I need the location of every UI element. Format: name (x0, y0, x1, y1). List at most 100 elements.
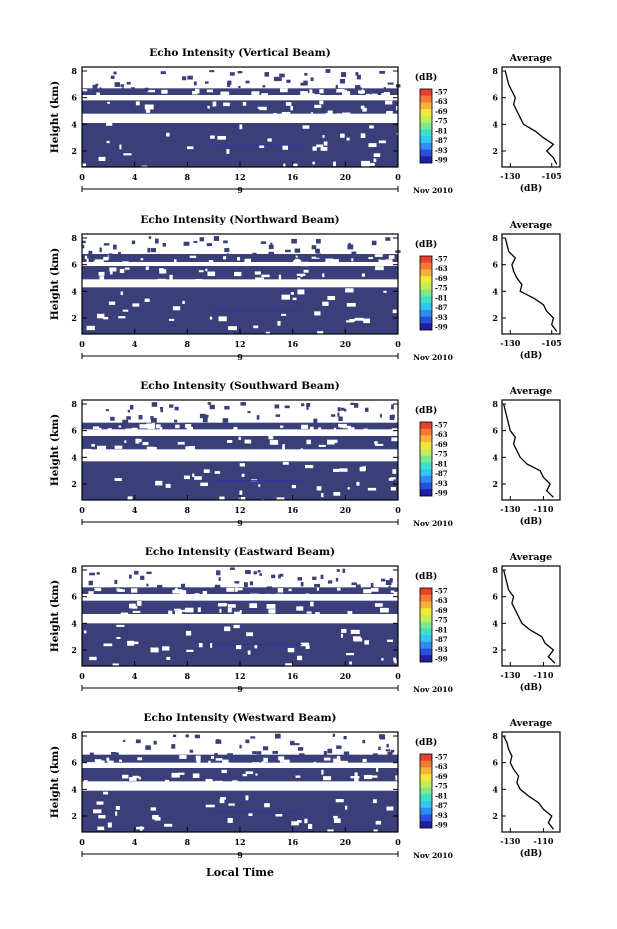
average-profile-line (503, 735, 554, 830)
echo-gap (176, 590, 185, 594)
colorbar-segment (420, 628, 432, 636)
echo-gap (131, 606, 138, 609)
colorbar-tick-label: -63 (435, 430, 448, 439)
average-y-tick-label: 6 (492, 758, 498, 768)
echo-gap (281, 294, 291, 300)
colorbar-tick-label: -81 (435, 625, 448, 634)
colorbar-segment (420, 588, 432, 596)
echo-gap (354, 772, 358, 777)
echo-speckle (313, 418, 318, 424)
echo-speckle (249, 581, 253, 586)
echo-gap (242, 101, 247, 106)
echo-gap (268, 436, 274, 440)
echo-gap (254, 271, 261, 275)
echo-gap (239, 124, 243, 130)
echo-gap (224, 626, 231, 632)
echo-gap (135, 101, 140, 106)
echo-gap (92, 426, 100, 429)
colorbar-segment (420, 655, 432, 663)
average-title: Average (509, 386, 552, 397)
echo-speckle (252, 252, 257, 256)
echo-speckle (256, 415, 260, 420)
echo-gap (311, 256, 320, 259)
echo-gap (168, 610, 173, 615)
echo-speckle (336, 745, 342, 749)
echo-gap (291, 821, 299, 826)
echo-gap (339, 425, 344, 428)
colorbar-frame (419, 587, 433, 663)
echo-gap (93, 809, 102, 814)
colorbar-tick-label: -99 (435, 323, 448, 332)
echo-speckle (380, 578, 386, 582)
echo-speckle (337, 412, 340, 417)
echo-gap (333, 468, 340, 472)
echo-gap (244, 258, 252, 263)
echo-gap (306, 439, 311, 445)
x-tick-label: 20 (340, 671, 352, 681)
echo-gap (305, 645, 310, 650)
echo-speckle (245, 739, 250, 744)
echo-gap (315, 612, 320, 616)
colorbar-frame (419, 88, 433, 164)
date-label: 9 (237, 185, 243, 195)
echo-speckle (284, 405, 290, 409)
average-y-tick-label: 2 (492, 645, 498, 655)
echo-speckle (256, 751, 262, 755)
echo-speckle (264, 72, 270, 77)
echo-gap (370, 162, 375, 166)
echo-gap (197, 607, 201, 613)
echo-gap (194, 593, 200, 596)
echo-gap (106, 123, 113, 126)
echo-gap (333, 815, 338, 819)
average-frame (501, 233, 561, 335)
echo-gap (228, 333, 234, 337)
echo-gap (99, 276, 105, 281)
echo-gap (297, 277, 301, 281)
echo-speckle (140, 575, 145, 580)
echo-speckle (239, 744, 242, 749)
echo-speckle (121, 87, 124, 92)
y-tick-label: 4 (71, 119, 77, 129)
echo-gap (385, 100, 393, 105)
echo-gap (339, 468, 348, 472)
echo-gap (83, 630, 87, 634)
echo-speckle (153, 740, 157, 745)
average-x-tick-label: -130 (500, 504, 520, 514)
echo-gap (356, 481, 360, 486)
heatmap (82, 402, 400, 504)
echo-speckle (315, 238, 321, 244)
echo-gap (337, 587, 341, 591)
echo-speckle (144, 87, 149, 92)
echo-gap (103, 643, 113, 647)
echo-speckle (147, 247, 150, 253)
echo-gap (214, 471, 221, 474)
echo-gap (386, 806, 394, 811)
colorbar-segment (420, 442, 432, 450)
panel-5: Echo Intensity (Westward Beam) Height (km… (49, 712, 561, 860)
y-tick-label: 4 (71, 784, 77, 794)
echo-speckle (300, 82, 306, 86)
echo-gap (346, 137, 350, 141)
echo-speckle (110, 75, 115, 80)
panel-2: Echo Intensity (Northward Beam) Height (k… (49, 214, 562, 362)
echo-gap (342, 112, 351, 117)
echo-speckle (332, 733, 336, 737)
y-tick-label: 2 (71, 146, 77, 156)
echo-gap (94, 587, 102, 592)
echo-gap (374, 254, 384, 257)
echo-gap (96, 801, 104, 805)
echo-speckle (335, 84, 338, 90)
echo-speckle (129, 574, 132, 579)
panel-title: Echo Intensity (Westward Beam) (143, 712, 336, 724)
echo-gap (97, 826, 105, 831)
colorbar-tick-label: -57 (435, 587, 448, 596)
colorbar-segment (420, 296, 432, 304)
echo-gap (364, 640, 370, 645)
echo-speckle (303, 80, 308, 86)
echo-gap (131, 588, 138, 593)
echo-gap (333, 439, 338, 443)
echo-speckle (193, 81, 197, 86)
colorbar-tick-label: -87 (435, 136, 448, 145)
echo-gap (383, 91, 390, 97)
colorbar-tick-label: -87 (435, 801, 448, 810)
